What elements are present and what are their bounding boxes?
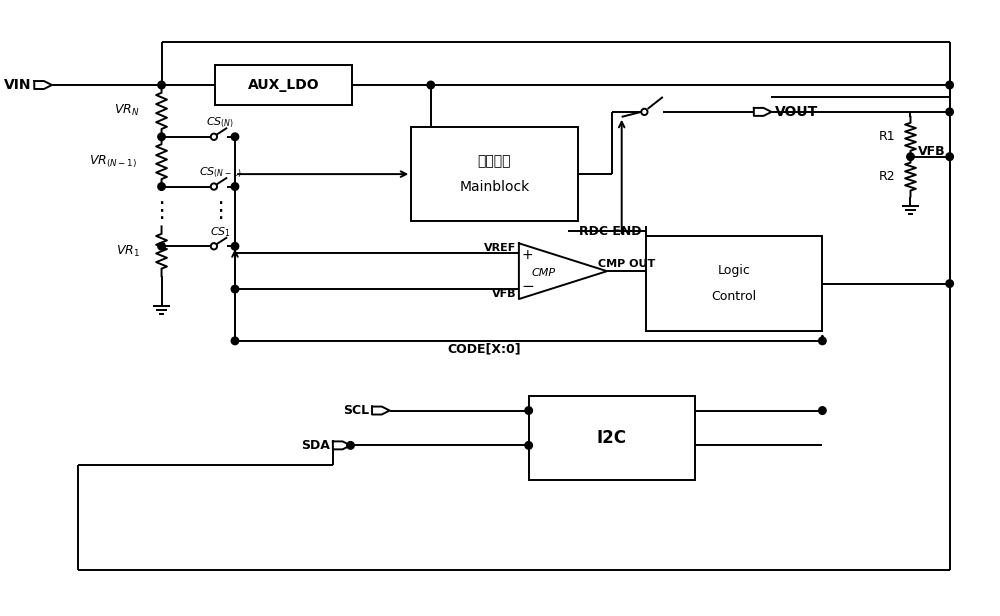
Text: CODE[X:0]: CODE[X:0] [448,342,521,355]
Bar [646,237,822,331]
Text: RDC END: RDC END [579,225,641,238]
Text: $CS_{(N)}$: $CS_{(N)}$ [206,116,234,130]
Text: 主体模块: 主体模块 [478,154,511,168]
Circle shape [946,108,953,116]
Polygon shape [372,407,390,415]
Text: $CS_1$: $CS_1$ [210,225,231,239]
Polygon shape [754,108,771,116]
Text: VFB: VFB [491,289,516,299]
Circle shape [347,442,354,449]
Circle shape [231,337,239,344]
Circle shape [907,153,914,161]
Text: SCL: SCL [343,404,369,417]
Polygon shape [333,442,350,449]
Text: VIN: VIN [4,78,31,92]
Text: SDA: SDA [301,439,330,452]
Text: VREF: VREF [484,243,516,253]
Text: VFB: VFB [918,145,946,158]
Circle shape [525,442,532,449]
Circle shape [158,133,165,140]
Circle shape [946,81,953,89]
Text: R2: R2 [879,170,896,183]
Text: −: − [521,278,534,294]
Circle shape [819,337,826,344]
Text: AUX_LDO: AUX_LDO [248,78,320,92]
Circle shape [946,280,953,288]
Text: +: + [522,248,534,262]
Circle shape [231,285,239,293]
Text: Control: Control [712,290,757,303]
Text: $VR_N$: $VR_N$ [114,103,140,118]
Circle shape [158,243,165,250]
Text: $CS_{(N-1)}$: $CS_{(N-1)}$ [199,166,242,180]
Text: CMP: CMP [531,268,555,278]
Circle shape [427,81,434,89]
Circle shape [211,184,217,190]
Text: Logic: Logic [718,264,751,277]
Circle shape [211,134,217,140]
Circle shape [158,183,165,190]
Bar [529,395,695,480]
Polygon shape [34,81,52,89]
Bar [215,65,352,105]
Text: VOUT: VOUT [775,105,819,119]
Text: ⋮: ⋮ [209,201,231,221]
Text: $VR_1$: $VR_1$ [116,244,140,259]
Circle shape [231,183,239,190]
Circle shape [525,407,532,415]
Text: Mainblock: Mainblock [459,180,530,194]
Circle shape [211,243,217,249]
Circle shape [946,153,953,161]
Circle shape [231,243,239,250]
Bar [411,127,578,221]
Circle shape [231,133,239,140]
Circle shape [819,407,826,415]
Circle shape [641,108,648,115]
Polygon shape [519,243,607,299]
Text: R1: R1 [879,130,896,144]
Text: ⋮: ⋮ [150,201,173,221]
Text: $VR_{(N-1)}$: $VR_{(N-1)}$ [89,153,137,170]
Circle shape [158,81,165,89]
Text: CMP OUT: CMP OUT [598,259,655,269]
Text: I2C: I2C [597,429,627,447]
